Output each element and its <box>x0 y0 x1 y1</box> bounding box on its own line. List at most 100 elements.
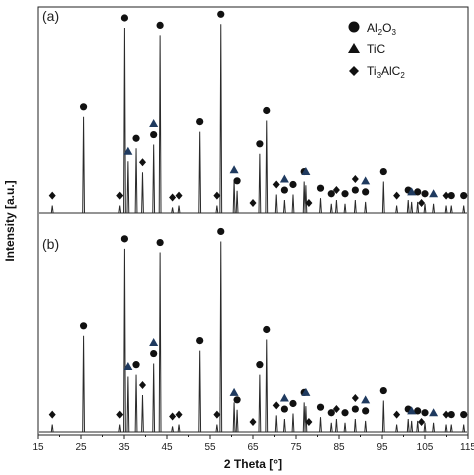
ti3alc2-marker <box>213 410 221 419</box>
tic-marker <box>429 408 439 417</box>
al2o3-marker <box>196 337 204 345</box>
ti3alc2-marker <box>418 199 426 207</box>
ti3alc2-marker <box>272 180 280 189</box>
ti3alc2-marker <box>442 410 450 419</box>
diffraction-peak <box>343 203 347 214</box>
legend-al2o3-part2: O <box>382 21 391 35</box>
diffraction-peak <box>395 205 399 214</box>
diffraction-peak <box>141 394 144 433</box>
al2o3-marker <box>447 192 455 200</box>
diffraction-peak <box>198 350 202 433</box>
diffraction-peak <box>215 205 219 214</box>
al2o3-marker <box>217 227 225 236</box>
al2o3-marker <box>120 14 129 22</box>
diffraction-peak <box>449 205 453 214</box>
diffraction-peak <box>353 200 357 214</box>
x-tick-label: 55 <box>204 442 216 453</box>
x-axis-ticks: 15 25 35 45 55 65 75 85 95 105 115 <box>32 435 474 453</box>
ti3alc2-marker <box>393 410 401 419</box>
legend-ti3alc2-sub1: 3 <box>377 71 382 80</box>
tic-marker <box>229 387 239 396</box>
al2o3-marker <box>341 409 349 417</box>
al2o3-marker <box>421 190 429 198</box>
al2o3-marker <box>327 409 335 417</box>
legend-triangle-icon <box>348 43 360 53</box>
x-tick-label: 85 <box>333 442 345 453</box>
al2o3-marker <box>217 10 225 18</box>
ti3alc2-marker <box>272 401 280 410</box>
diffraction-peak <box>449 424 453 433</box>
ti3alc2-marker <box>116 410 124 419</box>
diffraction-peak <box>177 424 181 433</box>
tic-marker <box>123 146 133 155</box>
al2o3-marker <box>362 188 370 196</box>
al2o3-marker <box>150 349 158 358</box>
ti3alc2-marker <box>138 158 146 167</box>
diffraction-peak <box>235 409 239 433</box>
al2o3-marker <box>263 106 271 115</box>
diffraction-peak <box>50 205 54 214</box>
diffraction-peak <box>177 205 181 214</box>
x-tick-label: 75 <box>290 442 302 453</box>
x-tick-label: 65 <box>247 442 259 453</box>
diffraction-peak <box>444 424 448 433</box>
tic-marker <box>279 393 289 402</box>
diffraction-peak <box>304 185 308 214</box>
diffraction-peak <box>302 402 306 433</box>
al2o3-marker <box>156 21 164 29</box>
tic-marker <box>361 395 371 404</box>
al2o3-marker <box>150 130 158 139</box>
x-tick-label: 15 <box>32 442 44 453</box>
pattern-traces <box>39 24 467 433</box>
al2o3-marker <box>79 103 88 111</box>
ti3alc2-marker <box>351 175 359 184</box>
diffraction-peak <box>319 417 322 433</box>
diffraction-peak <box>302 181 306 214</box>
al2o3-marker <box>256 140 264 148</box>
diffraction-peak <box>152 363 156 433</box>
diffraction-peak <box>319 198 322 214</box>
al2o3-marker <box>289 180 297 189</box>
legend-ti3alc2-part1: Ti <box>367 64 377 78</box>
diffraction-peak <box>329 422 333 433</box>
diffraction-peak <box>381 400 385 433</box>
legend-al2o3-part1: Al <box>367 21 378 35</box>
diffraction-peak <box>335 419 338 433</box>
diffraction-peak <box>274 415 278 433</box>
al2o3-marker <box>132 134 140 142</box>
panel-label-b: (b) <box>42 236 59 252</box>
diffraction-peak <box>462 424 466 433</box>
al2o3-marker <box>263 325 271 334</box>
panel-label-a: (a) <box>42 8 59 24</box>
diffraction-peak <box>335 200 338 214</box>
ti3alc2-marker <box>332 405 340 414</box>
al2o3-marker <box>316 184 325 192</box>
diffraction-peak <box>274 194 278 214</box>
al2o3-marker <box>132 361 140 369</box>
al2o3-marker <box>156 238 164 247</box>
tic-marker <box>123 362 133 370</box>
diffraction-peak <box>381 181 385 214</box>
diffraction-peak <box>82 116 85 214</box>
al2o3-marker <box>421 409 429 417</box>
legend: Al2O3 TiC Ti3AlC2 <box>348 21 405 80</box>
tic-marker <box>229 165 239 174</box>
al2o3-marker <box>460 192 468 200</box>
al2o3-marker <box>280 405 288 413</box>
diffraction-peak <box>416 420 420 433</box>
al2o3-marker <box>362 407 370 415</box>
diffraction-peak <box>462 205 466 214</box>
tic-marker <box>149 338 159 347</box>
diffraction-peak <box>265 339 269 433</box>
al2o3-marker <box>233 396 241 404</box>
diffraction-peak <box>126 376 130 433</box>
tic-marker <box>407 187 417 196</box>
tic-marker <box>407 406 417 415</box>
ti3alc2-marker <box>351 394 359 403</box>
diffraction-peak <box>258 374 262 433</box>
diffraction-peak <box>282 200 286 214</box>
diffraction-peak <box>265 120 269 214</box>
diffraction-peak <box>171 426 174 433</box>
ti3alc2-marker <box>169 193 177 202</box>
